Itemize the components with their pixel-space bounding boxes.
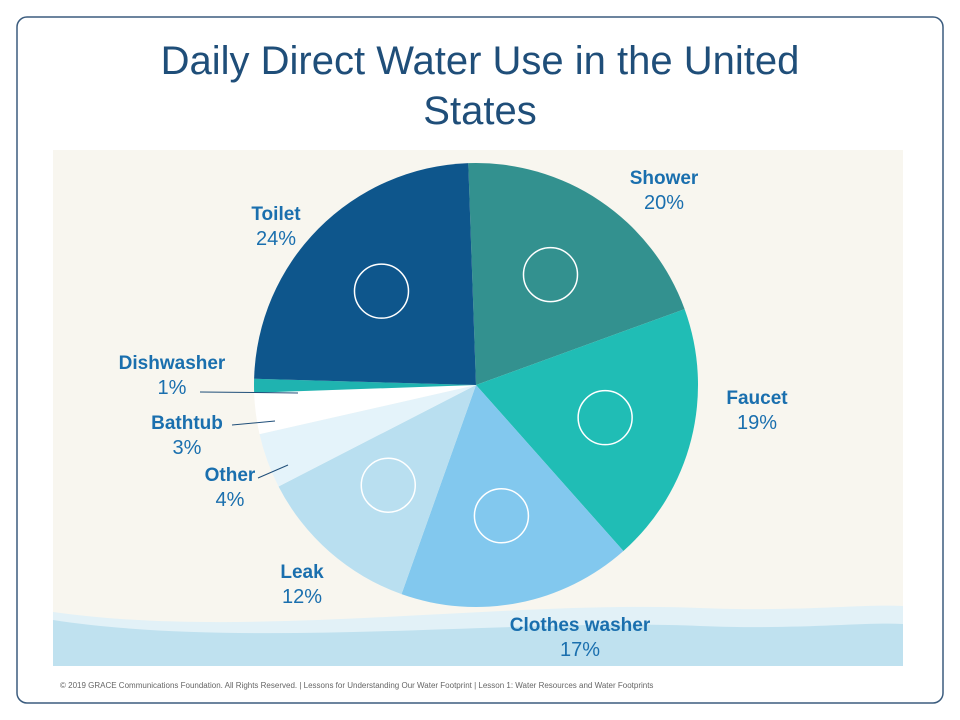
slice-name: Toilet	[251, 204, 301, 225]
slice-value: 1%	[158, 377, 187, 399]
slice-icon	[473, 488, 530, 544]
leader-line	[231, 420, 276, 426]
pie-slice	[253, 378, 476, 393]
slice-value: 3%	[173, 437, 202, 459]
slice-name: Dishwasher	[119, 353, 226, 374]
pie-slice	[278, 385, 476, 595]
slice-name: Other	[205, 465, 256, 486]
slice-name: Leak	[280, 562, 324, 583]
slice-value: 12%	[282, 586, 322, 608]
pie-slice	[254, 163, 476, 385]
leader-line	[257, 464, 289, 479]
slice-value: 4%	[216, 489, 245, 511]
pie-slice	[401, 385, 624, 608]
slice-value: 17%	[560, 639, 600, 661]
slice-icon	[577, 389, 633, 446]
slice-value: 24%	[256, 228, 296, 250]
title-box: Daily Direct Water Use in the United Sta…	[160, 39, 800, 133]
slice-name: Shower	[630, 168, 699, 189]
footer: © 2019 GRACE Communications Foundation. …	[60, 681, 653, 690]
labels: Shower 20% Faucet 19% Clothes washer 17% Leak 1…	[119, 168, 789, 661]
leader-line	[199, 391, 299, 394]
pie-slice	[468, 163, 685, 385]
slice-value: 20%	[644, 192, 684, 214]
water	[53, 620, 903, 666]
slice-name: Bathtub	[151, 413, 223, 434]
pie-slice	[254, 385, 476, 435]
slice-icon	[353, 263, 410, 319]
pie-slice	[259, 385, 476, 487]
pie-slice	[476, 309, 698, 552]
slice-icon	[360, 457, 417, 513]
slice-icon	[522, 246, 579, 303]
slice-name: Clothes washer	[510, 615, 651, 636]
slice-value: 19%	[737, 412, 777, 434]
pie	[253, 163, 698, 608]
slice-name: Faucet	[726, 388, 788, 409]
chart-title: Daily Direct Water Use in the United Sta…	[160, 39, 800, 133]
